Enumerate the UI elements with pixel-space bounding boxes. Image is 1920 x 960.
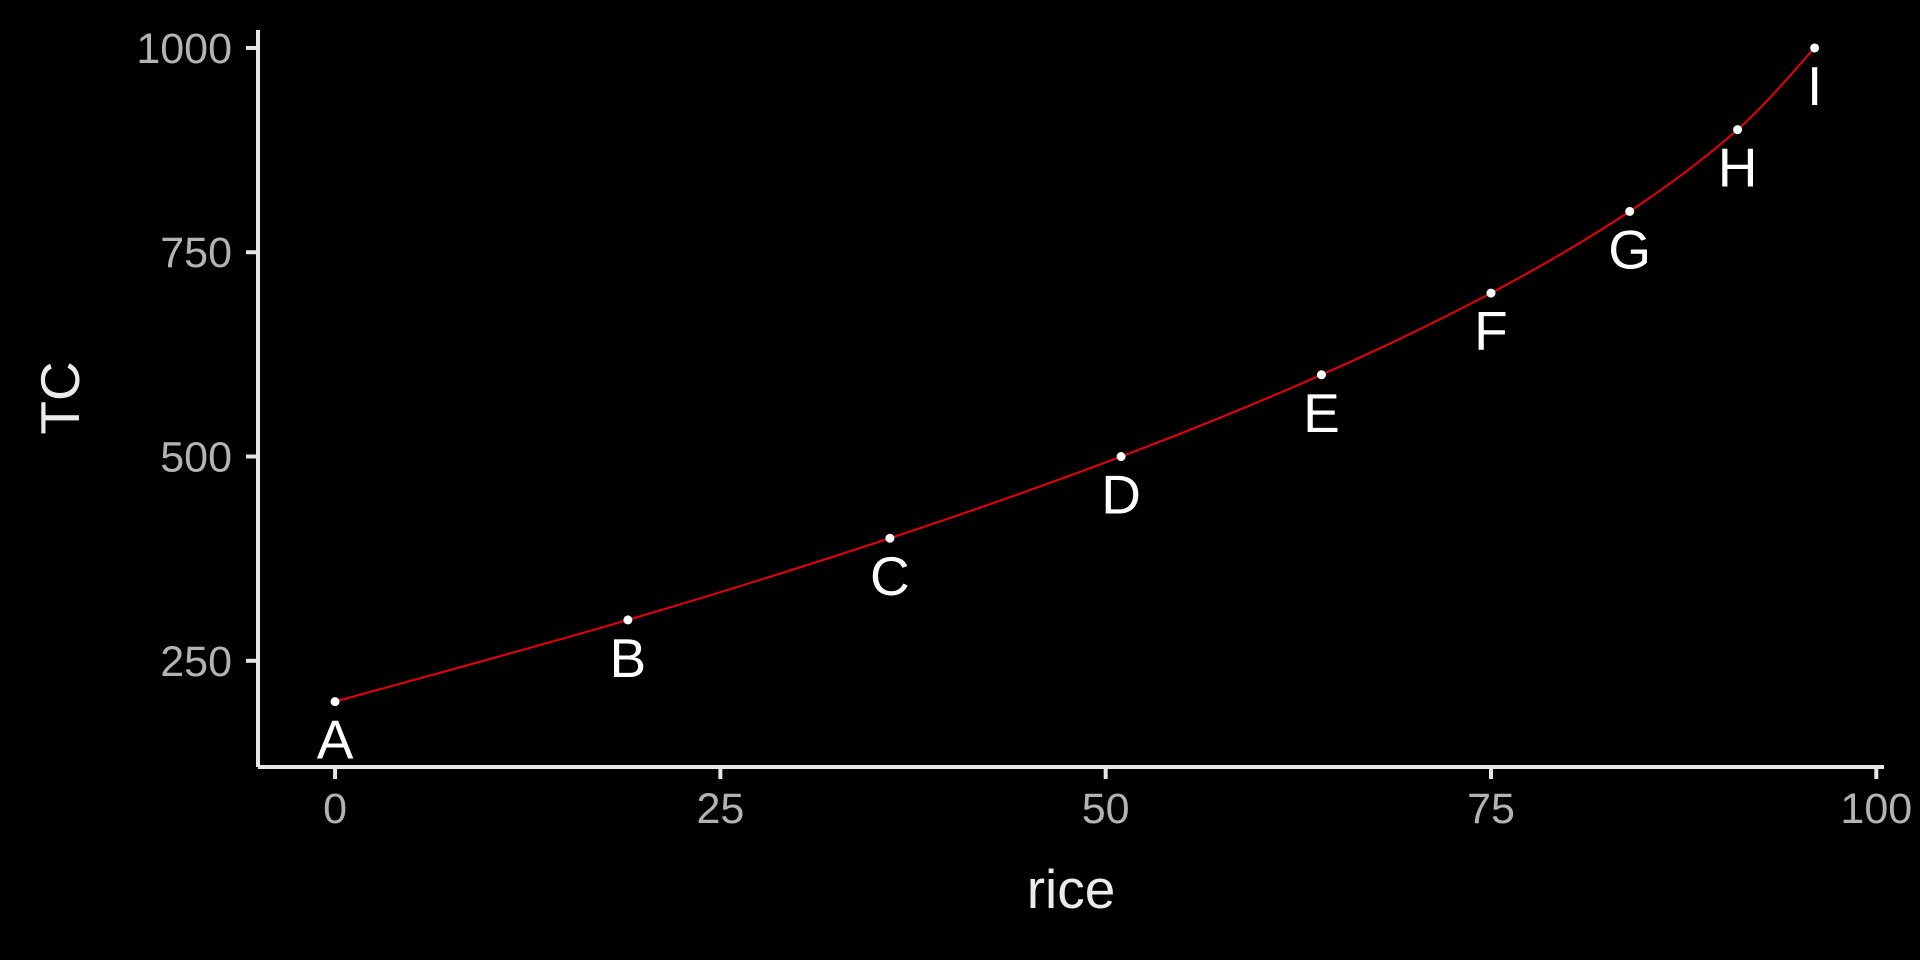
y-tick-label: 1000 — [136, 25, 232, 73]
data-point-i — [1810, 43, 1820, 53]
point-label-d: D — [1101, 464, 1141, 526]
point-label-b: B — [610, 627, 647, 689]
x-axis-title: rice — [1027, 858, 1116, 920]
point-label-f: F — [1474, 300, 1508, 362]
data-points — [330, 43, 1820, 707]
point-label-c: C — [870, 545, 910, 607]
y-tick-label: 500 — [160, 434, 232, 482]
point-label-a: A — [317, 709, 354, 771]
data-point-g — [1625, 206, 1635, 216]
point-label-g: G — [1608, 218, 1651, 280]
point-label-h: H — [1718, 137, 1758, 199]
data-point-d — [1116, 452, 1126, 462]
x-tick-label: 100 — [1840, 785, 1912, 833]
y-tick-label: 250 — [160, 638, 232, 686]
data-point-c — [885, 533, 895, 543]
data-point-h — [1733, 125, 1743, 135]
cost-curve — [334, 47, 1816, 703]
x-tick-label: 75 — [1467, 785, 1515, 833]
y-tick-label: 750 — [160, 229, 232, 277]
x-tick-label: 0 — [323, 785, 347, 833]
cost-curve-line — [334, 47, 1816, 703]
point-label-i: I — [1807, 55, 1822, 117]
data-point-e — [1316, 370, 1326, 380]
data-point-f — [1486, 288, 1496, 298]
axes: 0 25 50 75 100 250 500 750 1000 — [136, 25, 1912, 833]
x-tick-label: 50 — [1082, 785, 1130, 833]
point-labels: A B C D E F G HI — [317, 55, 1823, 771]
point-label-e: E — [1303, 382, 1340, 444]
y-axis-title: TC — [29, 361, 91, 434]
x-tick-label: 25 — [696, 785, 744, 833]
data-point-a — [330, 697, 340, 707]
data-point-b — [623, 615, 633, 625]
